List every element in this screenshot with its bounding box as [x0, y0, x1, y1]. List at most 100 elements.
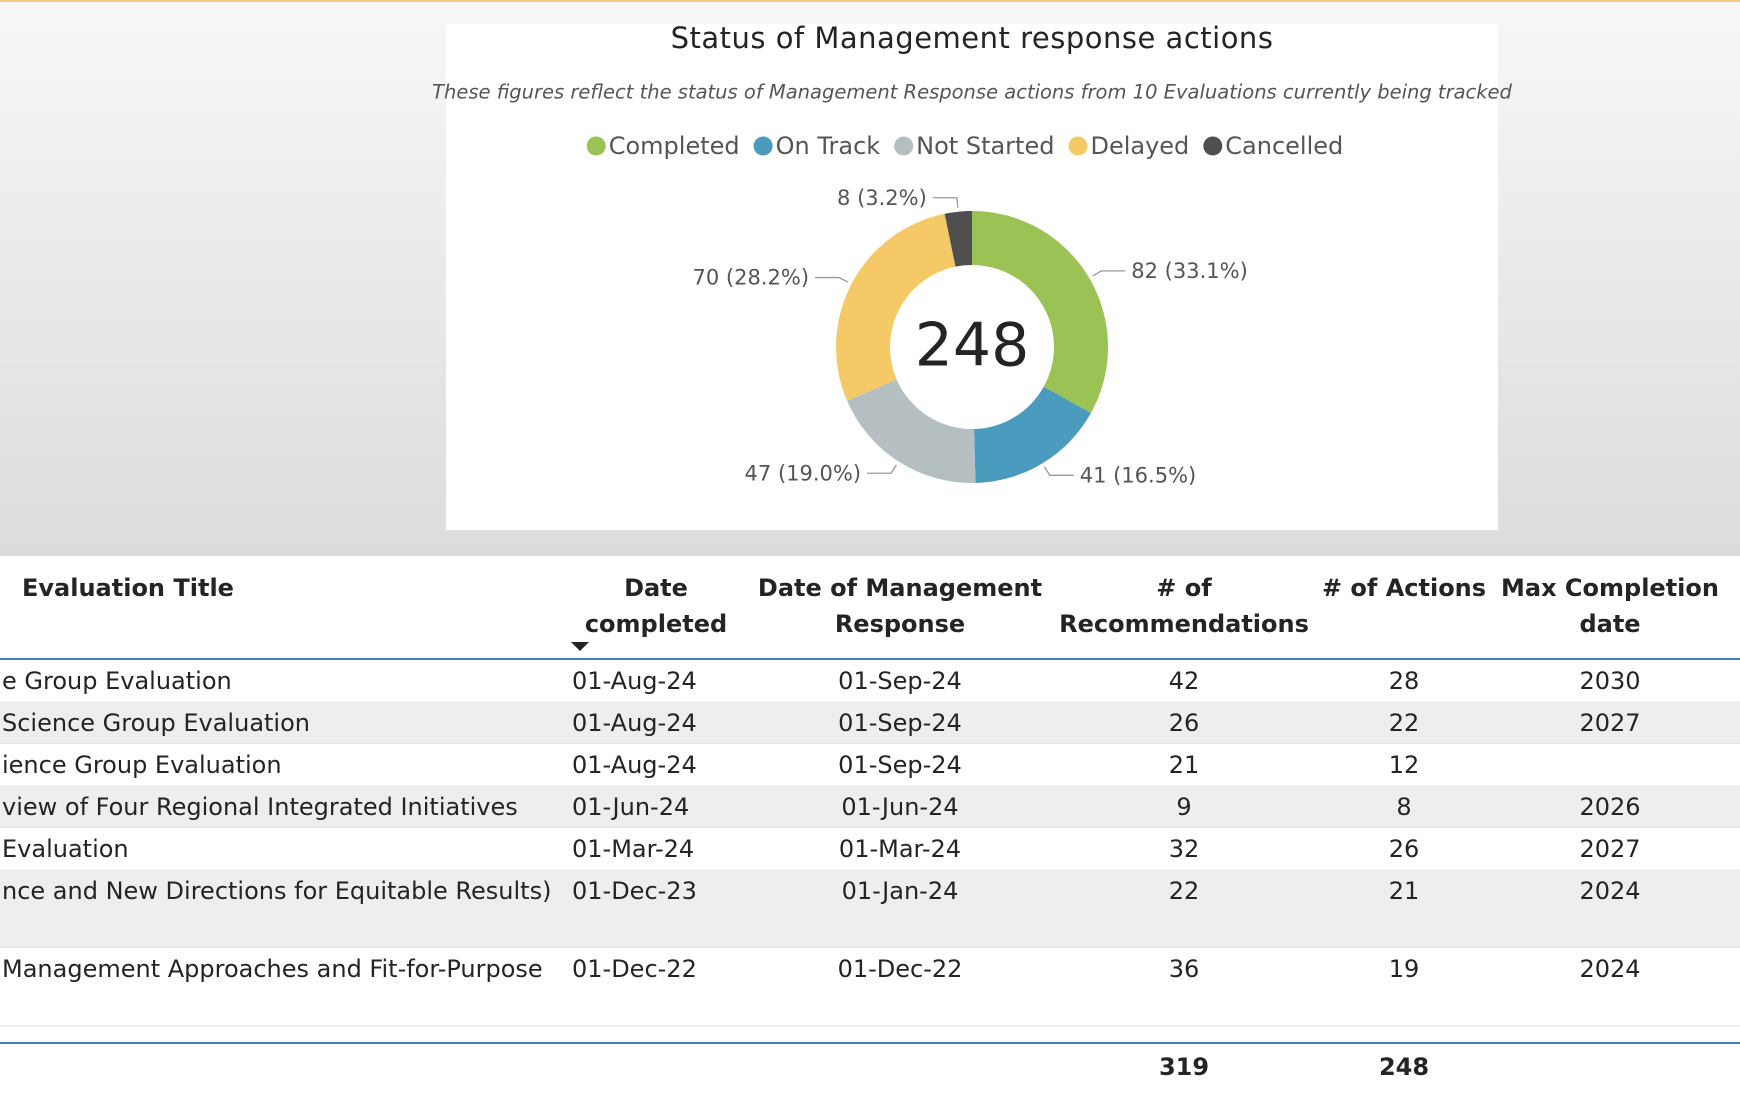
- donut-slice: [836, 213, 956, 401]
- table-cell: 9: [1176, 793, 1191, 821]
- data-label: 8 (3.2%): [837, 186, 927, 210]
- column-header: Recommendations: [1059, 610, 1309, 638]
- total-cell: 319: [1159, 1053, 1209, 1081]
- table-cell: 01-Jun-24: [572, 793, 689, 821]
- table-cell: 2027: [1579, 835, 1640, 863]
- column-header: Response: [835, 610, 965, 638]
- table-cell: 01-Aug-24: [572, 709, 697, 737]
- column-header: Date: [624, 574, 688, 602]
- total-cell: 248: [1379, 1053, 1429, 1081]
- column-header: # of: [1156, 574, 1212, 602]
- data-label: 41 (16.5%): [1080, 463, 1197, 487]
- table-row: [0, 786, 1740, 828]
- table-cell: 01-Jun-24: [841, 793, 958, 821]
- table-cell: 12: [1389, 751, 1420, 779]
- column-header: Max Completion: [1501, 574, 1719, 602]
- donut-slice: [847, 379, 976, 483]
- legend: Completed On Track Not Started Delayed Cance…: [586, 132, 1343, 160]
- table-cell: 26: [1389, 835, 1420, 863]
- table-cell: 22: [1389, 709, 1420, 737]
- table-cell: 2027: [1579, 709, 1640, 737]
- legend-label: Delayed: [1090, 132, 1189, 160]
- column-header: Date of Management: [758, 574, 1042, 602]
- totals-row: [0, 1043, 1740, 1096]
- legend-dot: [1068, 136, 1088, 156]
- table-cell: 01-Jan-24: [842, 877, 959, 905]
- table-cell: 01-Sep-24: [838, 709, 962, 737]
- data-label: 82 (33.1%): [1131, 259, 1248, 283]
- table-cell: Science Group Evaluation: [2, 709, 310, 737]
- legend-dot: [1203, 136, 1223, 156]
- table-cell: ience Group Evaluation: [2, 751, 282, 779]
- legend-label: Completed: [609, 132, 740, 160]
- legend-item: Not Started: [894, 132, 1054, 160]
- chart-title: Status of Management response actions: [671, 21, 1274, 55]
- legend-item: Completed: [586, 132, 740, 160]
- table-cell: 8: [1396, 793, 1411, 821]
- donut-total: 248: [915, 311, 1030, 381]
- table-cell: 2026: [1579, 793, 1640, 821]
- table-row: [0, 744, 1740, 786]
- table-cell: 2024: [1579, 877, 1640, 905]
- table-row: [0, 660, 1740, 702]
- leader-line: [1043, 466, 1074, 476]
- table-cell: e Group Evaluation: [2, 667, 232, 695]
- table-cell: 01-Dec-23: [572, 877, 697, 905]
- legend-dot: [894, 136, 914, 156]
- table-cell: 01-Aug-24: [572, 667, 697, 695]
- top-border: [0, 0, 1740, 2]
- column-header: # of Actions: [1322, 574, 1486, 602]
- table-cell: 28: [1389, 667, 1420, 695]
- table: Evaluation Title Date completed Date of Man…: [0, 574, 1740, 1096]
- table-cell: 01-Aug-24: [572, 751, 697, 779]
- table-cell: Management Approaches and Fit-for-Purpos…: [2, 955, 543, 983]
- table-cell: 01-Sep-24: [838, 667, 962, 695]
- column-header: date: [1579, 610, 1640, 638]
- table-cell: 01-Mar-24: [572, 835, 694, 863]
- data-label: 70 (28.2%): [693, 266, 810, 290]
- leader-line: [932, 197, 959, 208]
- legend-label: On Track: [776, 132, 881, 160]
- data-label: 47 (19.0%): [745, 461, 862, 485]
- legend-item: On Track: [753, 132, 881, 160]
- legend-label: Not Started: [916, 132, 1054, 160]
- table-cell: 19: [1389, 955, 1420, 983]
- table-cell: nce and New Directions for Equitable Res…: [2, 877, 551, 905]
- table-cell: 2030: [1579, 667, 1640, 695]
- column-header: completed: [585, 610, 727, 638]
- table-cell: 01-Sep-24: [838, 751, 962, 779]
- table-cell: 36: [1169, 955, 1200, 983]
- table-cell: 42: [1169, 667, 1200, 695]
- table-cell: view of Four Regional Integrated Initiat…: [2, 793, 518, 821]
- donut: 82 (33.1%) 41 (16.5%) 47 (19.0%) 70 (28.2%)…: [693, 186, 1248, 488]
- legend-item: Cancelled: [1203, 132, 1343, 160]
- leader-line: [867, 464, 897, 474]
- table-row: [0, 948, 1740, 1026]
- table-cell: 01-Dec-22: [838, 955, 963, 983]
- column-header: Evaluation Title: [22, 574, 234, 602]
- table-cell: 22: [1169, 877, 1200, 905]
- table-cell: 26: [1169, 709, 1200, 737]
- table-cell: 01-Dec-22: [572, 955, 697, 983]
- chart-subtitle: These figures reflect the status of Mana…: [432, 81, 1512, 104]
- donut-slice: [944, 211, 972, 267]
- table-cell: Evaluation: [2, 835, 129, 863]
- table-cell: 21: [1389, 877, 1420, 905]
- table-row: [0, 828, 1740, 870]
- sort-arrow[interactable]: [571, 642, 589, 651]
- table-row: [0, 702, 1740, 744]
- leader-line: [1092, 270, 1126, 277]
- legend-item: Delayed: [1068, 132, 1189, 160]
- table-cell: 32: [1169, 835, 1200, 863]
- table-cell: 2024: [1579, 955, 1640, 983]
- leader-line: [815, 276, 849, 283]
- table-cell: 21: [1169, 751, 1200, 779]
- table-row: [0, 870, 1740, 948]
- table-cell: 01-Mar-24: [839, 835, 961, 863]
- legend-dot: [586, 136, 606, 156]
- legend-dot: [753, 136, 773, 156]
- donut-slice: [974, 386, 1091, 483]
- donut-slice: [972, 211, 1108, 414]
- legend-label: Cancelled: [1225, 132, 1343, 160]
